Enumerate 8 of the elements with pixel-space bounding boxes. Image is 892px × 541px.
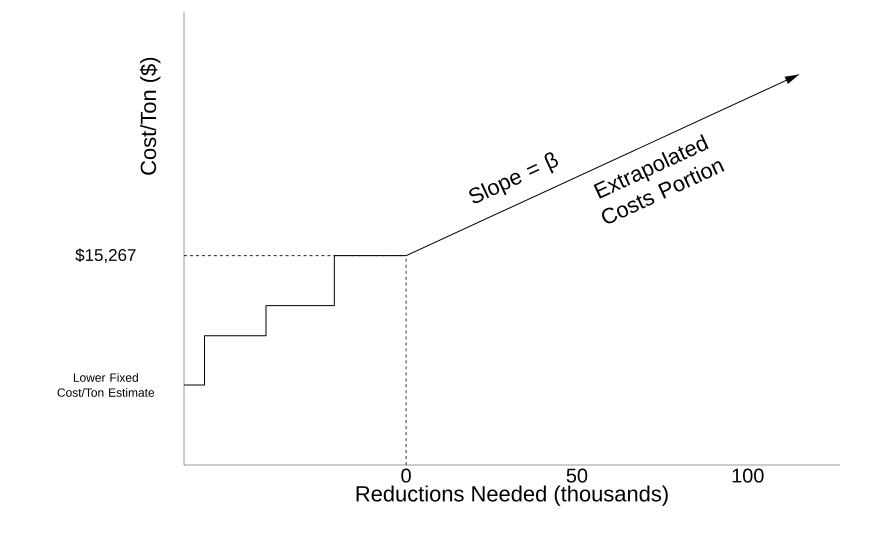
- x-axis-title: Reductions Needed (thousands): [356, 485, 668, 506]
- x-tick-label: 100: [732, 468, 764, 483]
- annotation: $15,267: [75, 248, 136, 264]
- annotation: Slope = β: [469, 152, 558, 204]
- x-tick-label: 50: [566, 468, 588, 483]
- x-tick-label: 0: [401, 468, 411, 483]
- y-axis-title: Cost/Ton ($): [140, 58, 160, 175]
- annotation: Lower Fixed Cost/Ton Estimate: [58, 373, 154, 397]
